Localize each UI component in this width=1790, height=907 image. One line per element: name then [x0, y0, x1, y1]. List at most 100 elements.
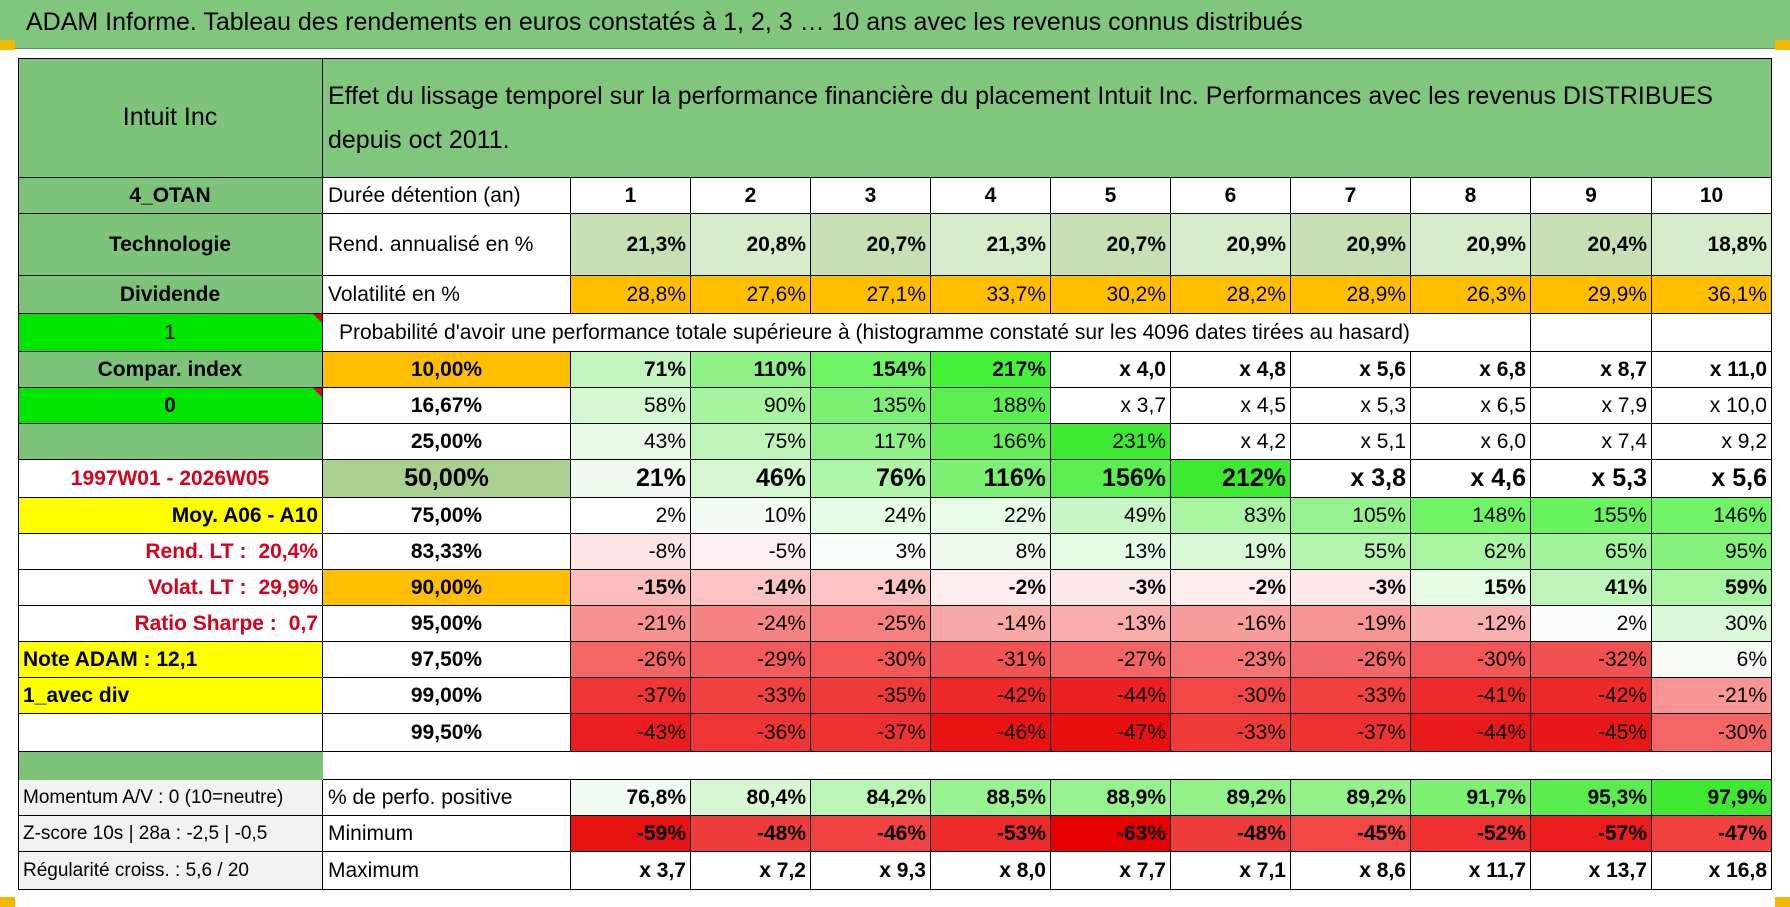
prob-value: x 5,6 [1291, 352, 1411, 388]
year-header: 7 [1291, 178, 1411, 214]
prob-value: -26% [1291, 642, 1411, 678]
prob-value: -33% [1291, 678, 1411, 714]
prob-value: 24% [811, 498, 931, 534]
side-kv-label: Ratio Sharpe : [134, 611, 277, 635]
prob-value: 217% [931, 352, 1051, 388]
spacer-side [18, 752, 323, 780]
prob-value: -5% [691, 534, 811, 570]
max-value: x 7,1 [1171, 852, 1291, 890]
year-header: 9 [1531, 178, 1652, 214]
corner-mark-bottom-right [1775, 897, 1790, 907]
prob-threshold: 83,33% [323, 534, 571, 570]
corner-mark-left [0, 40, 15, 50]
prob-value: 117% [811, 424, 931, 460]
prob-value: -26% [571, 642, 691, 678]
prob-value: -2% [931, 570, 1051, 606]
min-value: -47% [1652, 816, 1772, 852]
prob-value: 22% [931, 498, 1051, 534]
min-label: Minimum [323, 816, 571, 852]
prob-threshold: 97,50% [323, 642, 571, 678]
prob-value: 46% [691, 460, 811, 498]
prob-value: 90% [691, 388, 811, 424]
rend-value: 20,8% [691, 214, 811, 276]
side-kv-label: Rend. LT : [145, 539, 247, 563]
prob-value: -16% [1171, 606, 1291, 642]
side-dividend: Dividende [18, 276, 323, 314]
year-header: 2 [691, 178, 811, 214]
prob-value: 71% [571, 352, 691, 388]
prob-value: 146% [1652, 498, 1772, 534]
prob-value: -24% [691, 606, 811, 642]
min-value: -45% [1291, 816, 1411, 852]
min-value: -53% [931, 816, 1051, 852]
prob-value: x 9,2 [1652, 424, 1772, 460]
pos-value: 89,2% [1171, 780, 1291, 816]
vol-value: 27,1% [811, 276, 931, 314]
vol-value: 33,7% [931, 276, 1051, 314]
prob-value: 55% [1291, 534, 1411, 570]
prob-value: -30% [1652, 714, 1772, 752]
year-header: 3 [811, 178, 931, 214]
prob-value: x 4,6 [1411, 460, 1531, 498]
vol-value: 27,6% [691, 276, 811, 314]
year-header: 8 [1411, 178, 1531, 214]
prob-value: -19% [1291, 606, 1411, 642]
prob-value: -46% [931, 714, 1051, 752]
prob-value: 135% [811, 388, 931, 424]
prob-value: -43% [571, 714, 691, 752]
side-volat-lt: Volat. LT : 29,9% [18, 570, 323, 606]
prob-value: -12% [1411, 606, 1531, 642]
prob-value: -44% [1051, 678, 1171, 714]
duration-label: Durée détention (an) [323, 178, 571, 214]
side-rend-lt: Rend. LT : 20,4% [18, 534, 323, 570]
side-kv-value: 29,9% [258, 575, 318, 599]
prob-value: x 5,3 [1531, 460, 1652, 498]
prob-value: 58% [571, 388, 691, 424]
max-value: x 7,7 [1051, 852, 1171, 890]
pos-value: 88,5% [931, 780, 1051, 816]
pos-value: 91,7% [1411, 780, 1531, 816]
spacer-row [323, 752, 1772, 780]
pos-value: 80,4% [691, 780, 811, 816]
max-value: x 8,0 [931, 852, 1051, 890]
vol-value: 30,2% [1051, 276, 1171, 314]
prob-value: 188% [931, 388, 1051, 424]
pos-value: 95,3% [1531, 780, 1652, 816]
empty-cell [1652, 314, 1772, 352]
prob-value: -44% [1411, 714, 1531, 752]
zscore-label: Z-score 10s | 28a : -2,5 | -0,5 [18, 816, 323, 852]
prob-value: x 5,6 [1652, 460, 1772, 498]
prob-value: x 5,1 [1291, 424, 1411, 460]
performance-table: Intuit Inc Effet du lissage temporel sur … [18, 58, 1772, 890]
year-header: 6 [1171, 178, 1291, 214]
side-zero: 0 [18, 388, 323, 424]
vol-value: 29,9% [1531, 276, 1652, 314]
empty-cell [1531, 314, 1652, 352]
title-bar: ADAM Informe. Tableau des rendements en … [0, 0, 1790, 49]
side-note-adam: Note ADAM : 12,1 [18, 642, 323, 678]
min-value: -48% [1171, 816, 1291, 852]
min-value: -52% [1411, 816, 1531, 852]
year-header: 4 [931, 178, 1051, 214]
pos-value: 88,9% [1051, 780, 1171, 816]
prob-threshold: 90,00% [323, 570, 571, 606]
year-header: 10 [1652, 178, 1772, 214]
prob-threshold: 16,67% [323, 388, 571, 424]
prob-value: x 4,8 [1171, 352, 1291, 388]
prob-value: 110% [691, 352, 811, 388]
prob-threshold: 95,00% [323, 606, 571, 642]
corner-mark-bottom-left [0, 897, 15, 907]
side-empty [18, 714, 323, 752]
prob-value: 8% [931, 534, 1051, 570]
prob-value: -14% [811, 570, 931, 606]
prob-value: -37% [571, 678, 691, 714]
prob-value: x 5,3 [1291, 388, 1411, 424]
prob-value: 166% [931, 424, 1051, 460]
side-code: 4_OTAN [18, 178, 323, 214]
prob-value: -14% [691, 570, 811, 606]
max-value: x 16,8 [1652, 852, 1772, 890]
prob-value: -30% [811, 642, 931, 678]
prob-value: -3% [1291, 570, 1411, 606]
prob-value: -8% [571, 534, 691, 570]
prob-value: 76% [811, 460, 931, 498]
